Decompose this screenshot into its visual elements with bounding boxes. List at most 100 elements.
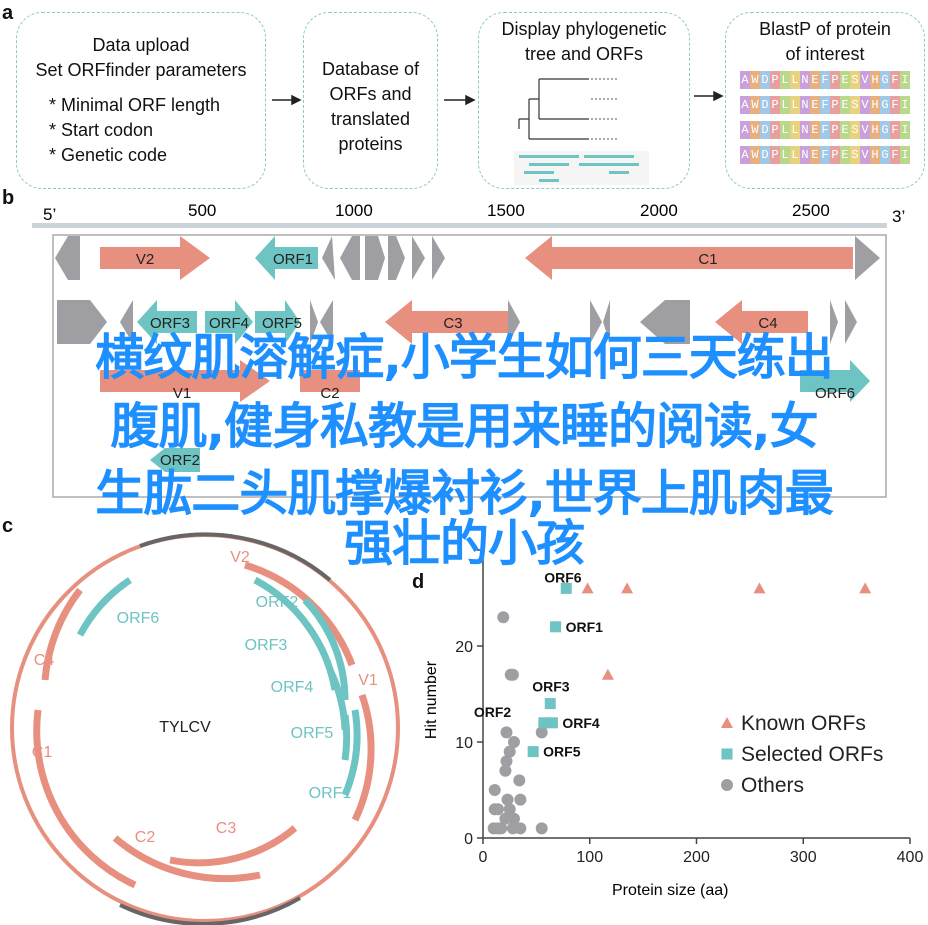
- overlay-text-line: 横纹肌溶解症,小学生如何三天练出: [95, 329, 834, 386]
- y-tick-label: 0: [464, 831, 473, 848]
- box2-line: proteins: [338, 134, 403, 154]
- legend-marker: [721, 779, 733, 791]
- sequence-residue: L: [790, 146, 800, 164]
- sequence-residue: L: [790, 121, 800, 139]
- sequence-residue: H: [870, 121, 880, 139]
- box1-item: * Start codon: [49, 120, 154, 140]
- sequence-residue: P: [830, 121, 840, 139]
- tree-thumbnail: [514, 78, 649, 185]
- sequence-residue: F: [820, 71, 830, 89]
- point-label: ORF6: [544, 569, 582, 585]
- legend-entry: Known ORFs: [741, 712, 866, 735]
- gene-label-c3: C3: [443, 315, 462, 332]
- sequence-residue: E: [810, 96, 820, 114]
- box4-line: of interest: [785, 44, 865, 64]
- sequence-residue: N: [800, 121, 810, 139]
- circle-point: [495, 822, 508, 835]
- sequence-residue: D: [760, 71, 770, 89]
- circle-point: [497, 611, 510, 624]
- sequence-residue: H: [870, 71, 880, 89]
- circle-label-c4: C4: [34, 652, 55, 669]
- triangle-point: [859, 582, 872, 594]
- sequence-residue: F: [890, 121, 900, 139]
- sequence-residue: G: [880, 96, 890, 114]
- sequence-residue: W: [750, 121, 760, 139]
- workflow-arrows: [272, 90, 724, 106]
- gene-label-orf2: ORF2: [160, 452, 200, 469]
- box1-title: Data upload: [92, 35, 190, 55]
- sequence-residue: F: [820, 146, 830, 164]
- point-label: ORF2: [474, 704, 512, 720]
- sequence-residue: G: [880, 146, 890, 164]
- three-prime-label: 3’: [892, 207, 906, 226]
- gene-label-v2: V2: [136, 251, 154, 268]
- gene-label-orf5: ORF5: [262, 315, 302, 332]
- circle-point: [503, 803, 516, 816]
- sequence-residue: P: [830, 96, 840, 114]
- sequence-residue: F: [820, 96, 830, 114]
- genome-map: V2 ORF1 C1 ORF3 ORF4 ORF5 C3 C4 V1 C2 OR…: [32, 223, 887, 498]
- database-box: Database of ORFs and translated proteins: [303, 12, 438, 189]
- triangle-point: [601, 668, 614, 680]
- point-label: ORF4: [562, 715, 600, 731]
- phylogenetic-box: Display phylogenetic tree and ORFs: [478, 12, 690, 189]
- gene-label-orf4: ORF4: [209, 315, 249, 332]
- circle-label-orf6: ORF6: [117, 610, 160, 627]
- circle-label-orf4: ORF4: [271, 679, 314, 696]
- circle-label-v1: V1: [358, 672, 378, 689]
- gene-label-orf3: ORF3: [150, 315, 190, 332]
- sequence-residue: A: [740, 146, 750, 164]
- sequence-residue: N: [800, 71, 810, 89]
- sequence-residue: N: [800, 146, 810, 164]
- box1-subtitle: Set ORFfinder parameters: [35, 60, 247, 80]
- sequence-residue: L: [780, 121, 790, 139]
- circle-point: [501, 793, 514, 806]
- sequence-residue: E: [840, 146, 850, 164]
- circle-point: [535, 726, 548, 739]
- circle-label-orf2: ORF2: [256, 594, 299, 611]
- gene-label-v1: V1: [173, 385, 191, 402]
- gene-label-c2: C2: [320, 385, 339, 402]
- box3-line: tree and ORFs: [524, 44, 644, 64]
- triangle-point: [621, 582, 634, 594]
- sequence-residue: S: [850, 146, 860, 164]
- sequence-residue: G: [880, 121, 890, 139]
- sequence-residue: I: [900, 71, 910, 89]
- panel-label-d: d: [412, 571, 425, 593]
- x-tick-label: 200: [683, 849, 710, 866]
- gene-label-orf6: ORF6: [815, 385, 855, 402]
- circle-point: [513, 774, 526, 787]
- sequence-residue: D: [760, 146, 770, 164]
- sequence-residue: H: [870, 96, 880, 114]
- circle-point: [507, 812, 520, 825]
- scale-tick: 2500: [792, 201, 830, 220]
- sequence-residue: F: [890, 71, 900, 89]
- sequence-residue: E: [840, 71, 850, 89]
- circle-label-orf5: ORF5: [291, 725, 334, 742]
- square-point: [527, 746, 539, 758]
- sequence-residue: S: [850, 96, 860, 114]
- sequence-residue: V: [860, 146, 870, 164]
- sequence-residue: A: [740, 121, 750, 139]
- panel-label-c: c: [2, 515, 14, 537]
- sequence-residue: I: [900, 146, 910, 164]
- circle-center-label: TYLCV: [159, 719, 211, 736]
- circle-label-orf1: ORF1: [309, 785, 352, 802]
- circle-point: [514, 822, 527, 835]
- scale-bar: [32, 223, 887, 228]
- scale-tick: 1500: [487, 201, 525, 220]
- circle-point: [507, 736, 520, 748]
- point-label: ORF5: [543, 744, 581, 760]
- circle-point: [491, 803, 504, 816]
- sequence-residue: I: [900, 121, 910, 139]
- sequence-residue: F: [890, 96, 900, 114]
- circle-point: [500, 755, 513, 768]
- circle-label-c1: C1: [32, 744, 53, 761]
- box2-line: translated: [330, 109, 411, 129]
- scale-tick: 500: [188, 201, 217, 220]
